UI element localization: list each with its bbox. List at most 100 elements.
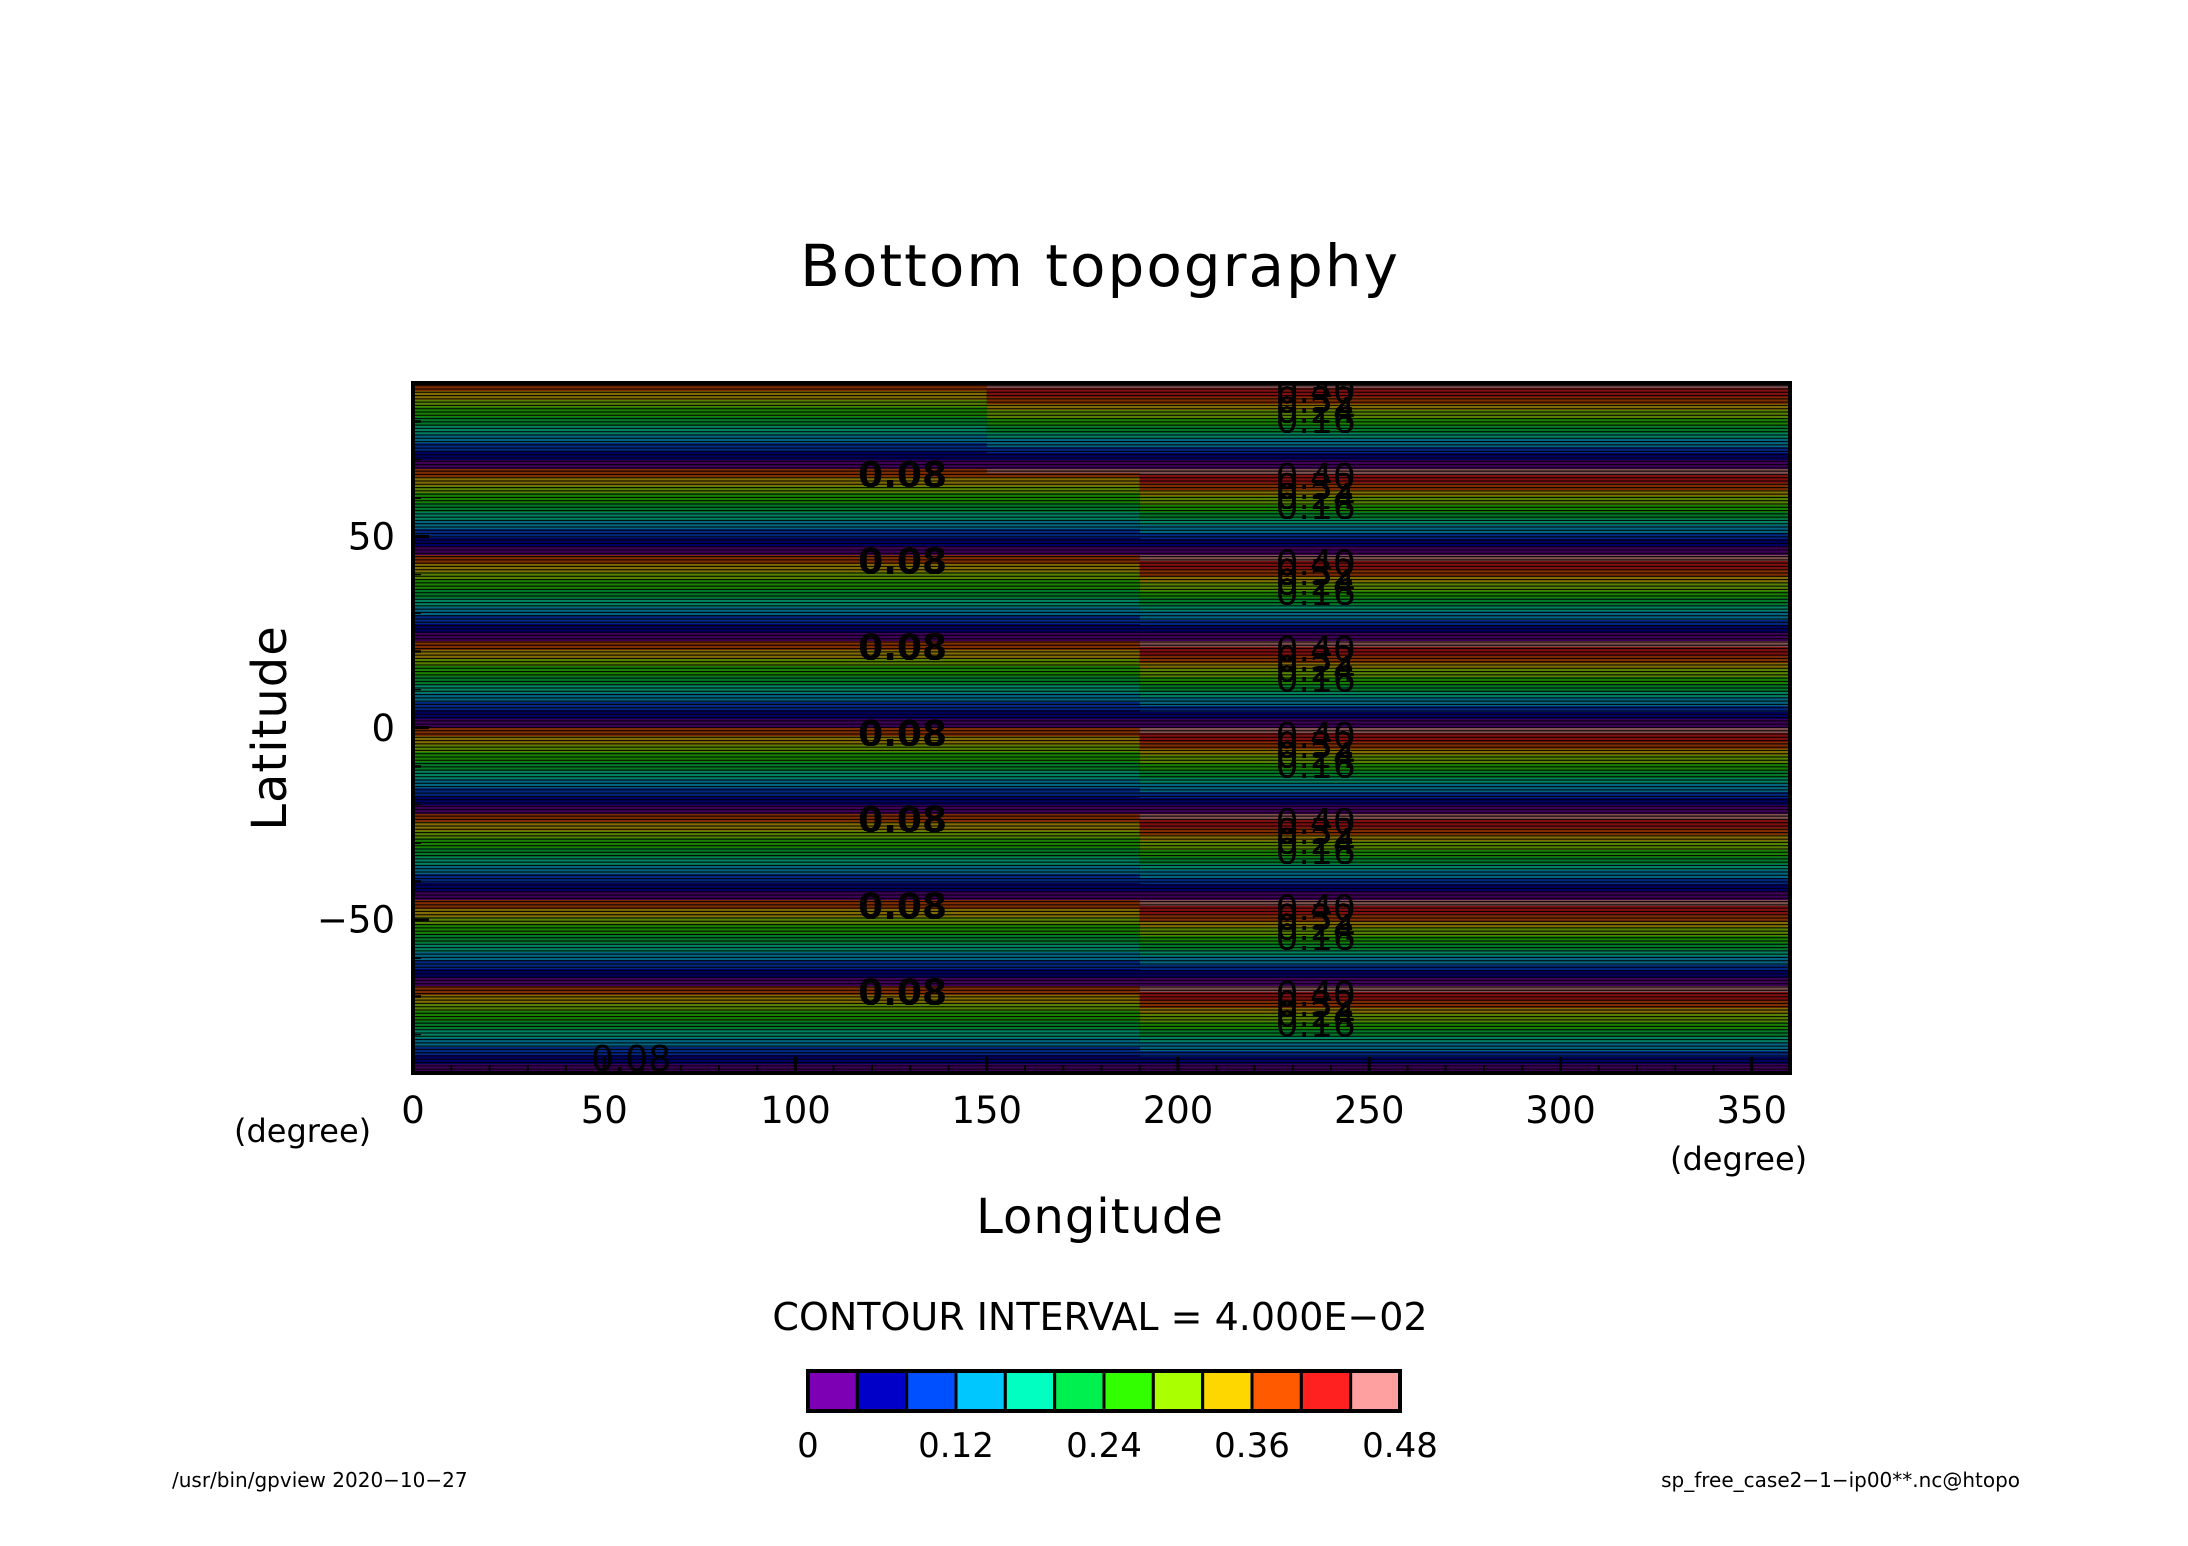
contour-band-west	[413, 692, 1140, 693]
contour-band-west	[413, 683, 1140, 684]
contour-band-west	[413, 522, 1140, 523]
contour-band-east	[1139, 733, 1790, 735]
contour-band-east	[986, 385, 1790, 387]
contour-band-east	[1139, 588, 1790, 590]
contour-band-east	[1139, 795, 1790, 797]
contour-band-west	[413, 973, 1140, 975]
contour-band-west	[413, 610, 1140, 611]
contour-band-west	[413, 546, 1140, 548]
contour-band-west	[413, 909, 1140, 910]
contour-band-east	[1139, 597, 1790, 598]
contour-band-west	[413, 828, 1140, 830]
x-tick-label: 100	[760, 1089, 831, 1132]
contour-band-east	[1139, 785, 1790, 786]
contour-band-east	[1139, 983, 1790, 985]
contour-band-west	[413, 466, 987, 467]
contour-band-east	[986, 453, 1790, 454]
contour-label-east: 0.32	[1276, 553, 1356, 594]
x-tick-label: 200	[1143, 1089, 1214, 1132]
contour-band-east	[1139, 506, 1790, 508]
contour-band-east	[1139, 684, 1790, 686]
contour-band-west	[413, 860, 1140, 861]
contour-band-west	[413, 982, 1140, 983]
contour-band-west	[413, 417, 987, 418]
contour-band-west	[413, 1042, 1140, 1044]
contour-band-west	[413, 684, 1140, 686]
contour-band-east	[986, 410, 1790, 411]
contour-band-west	[413, 945, 1140, 946]
contour-band-east	[1139, 493, 1790, 495]
y-tick-label: 50	[348, 515, 395, 558]
contour-band-east	[1139, 720, 1790, 722]
contour-band-east	[986, 449, 1790, 450]
contour-band-west	[413, 634, 1140, 636]
contour-band-west	[413, 736, 1140, 738]
contour-labels: 0.400.320.240.160.08 0.400.320.240.160.08…	[591, 383, 1356, 1073]
contour-band-east	[1139, 745, 1790, 746]
contour-band-west	[413, 795, 1140, 797]
contour-band-east	[1139, 751, 1790, 752]
contour-band-east	[1139, 621, 1790, 623]
contour-label-east: 0.40	[1276, 630, 1356, 671]
y-tick-label: 0	[371, 707, 395, 750]
contour-band-east	[1139, 768, 1790, 769]
contour-band-west	[413, 1061, 1140, 1062]
contour-band-west	[413, 542, 1140, 544]
contour-band-west	[413, 385, 987, 387]
contour-band-east	[986, 439, 1790, 440]
contour-band-east	[1139, 847, 1790, 848]
contour-band-west	[413, 1011, 1140, 1012]
contour-band-west	[413, 890, 1140, 891]
contour-band-east	[1139, 638, 1790, 640]
contour-band-west	[413, 891, 1140, 893]
contour-band-west	[413, 602, 1140, 604]
contour-band-west	[413, 903, 1140, 904]
contour-band-east	[1139, 509, 1790, 510]
contour-band-west	[413, 753, 1140, 755]
contour-band-east	[1139, 667, 1790, 669]
contour-label-east: 0.24	[1276, 563, 1356, 604]
contour-band-west	[413, 1050, 1140, 1051]
contour-band-west	[413, 457, 987, 459]
contour-band-west	[413, 1021, 1140, 1022]
contour-band-west	[413, 992, 1140, 993]
contour-band-west	[413, 831, 1140, 832]
contour-band-west	[413, 735, 1140, 736]
contour-band-east	[1139, 631, 1790, 633]
contour-band-west	[413, 776, 1140, 778]
contour-band-east	[1139, 960, 1790, 962]
contour-band-west	[413, 778, 1140, 779]
contour-band-west	[413, 638, 1140, 640]
contour-band-east	[1139, 702, 1790, 703]
contour-band-east	[1139, 1039, 1790, 1041]
contour-band-east	[1139, 1062, 1790, 1064]
contour-band-east	[1139, 1061, 1790, 1062]
contour-band-east	[1139, 857, 1790, 858]
contour-band-west	[413, 394, 987, 395]
contour-band-east	[1139, 475, 1790, 476]
contour-band-east	[1139, 476, 1790, 477]
contour-band-east	[1139, 947, 1790, 949]
contour-band-east	[1139, 910, 1790, 912]
contour-band-east	[1139, 1050, 1790, 1051]
contour-band-west	[413, 904, 1140, 906]
contour-band-east	[1139, 933, 1790, 935]
contour-band-east	[1139, 608, 1790, 610]
contour-band-west	[413, 558, 1140, 559]
contour-band-east	[1139, 1054, 1790, 1055]
contour-band-west	[413, 838, 1140, 840]
contour-band-east	[1139, 585, 1790, 587]
contour-band-west	[413, 765, 1140, 766]
contour-band-west	[413, 952, 1140, 953]
contour-band-west	[413, 515, 1140, 516]
contour-band-west	[413, 886, 1140, 887]
contour-band-west	[413, 962, 1140, 963]
colorbar-swatch	[1250, 1369, 1303, 1413]
contour-band-west	[413, 1014, 1140, 1015]
contour-band-east	[1139, 886, 1790, 887]
contour-band-east	[986, 417, 1790, 418]
contour-band-east	[1139, 575, 1790, 577]
contour-band-west	[413, 406, 987, 407]
contour-band-east	[1139, 838, 1790, 840]
